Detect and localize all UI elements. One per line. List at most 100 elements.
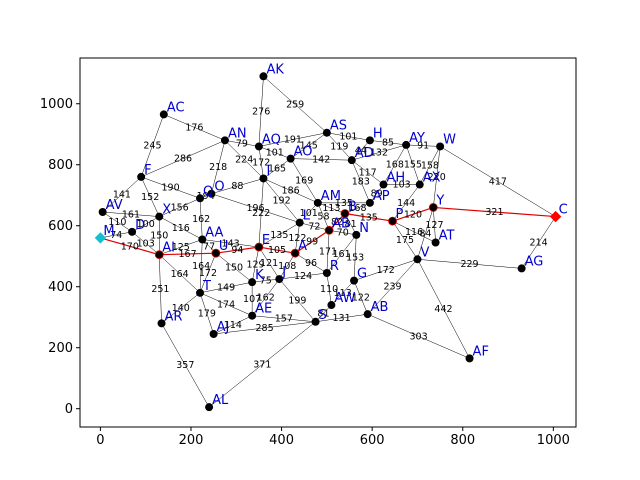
node-label: AO [294, 145, 313, 160]
edge-weight-label: 179 [198, 308, 216, 319]
graph-edge [161, 292, 201, 324]
graph-edge [392, 184, 420, 222]
graph-edge [433, 146, 441, 208]
node-label: H [373, 126, 383, 141]
node-label: AF [473, 344, 489, 359]
graph-node [379, 180, 388, 189]
edge-weight-label: 91 [417, 141, 429, 152]
graph-edge [367, 313, 470, 359]
y-tick-label: 600 [48, 219, 73, 234]
node-label: AN [228, 126, 247, 141]
edge-weight-label: 224 [235, 154, 253, 165]
edge-weight-label: 194 [197, 191, 215, 202]
node-label: AR [165, 309, 183, 324]
node-label: AW [334, 291, 355, 306]
node-label: T [202, 279, 211, 294]
edge-weight-label: 72 [308, 221, 320, 232]
edge-weight-label: 161 [333, 249, 351, 260]
x-tick-label: 800 [450, 433, 475, 448]
y-tick-label: 1000 [40, 97, 73, 112]
edge-weight-label: 162 [257, 292, 275, 303]
graph-node [198, 235, 207, 244]
graph-edge [251, 247, 260, 283]
node-label: AH [386, 171, 405, 186]
graph-edge [417, 259, 522, 269]
node-label: AQ [262, 132, 281, 147]
graph-edge [353, 259, 418, 281]
graph-node [205, 403, 214, 412]
edge-weight-label: 142 [312, 154, 330, 165]
edge-weight-label: 157 [275, 314, 293, 325]
edge-weight-label: 191 [284, 135, 302, 146]
edge-weight-label: 81 [317, 308, 329, 319]
graph-edge [141, 176, 201, 199]
edge-weight-label: 190 [162, 183, 180, 194]
edge-weight-label: 81 [345, 219, 357, 230]
node-label: N [359, 221, 369, 236]
edge-weight-label: 103 [393, 180, 411, 191]
edge-weight-label: 165 [268, 164, 286, 175]
edge-weight-label: 110 [108, 217, 126, 228]
edge-weight-label: 120 [404, 209, 422, 220]
graph-edge [141, 140, 226, 178]
graph-node [365, 136, 374, 145]
graph-edge [406, 144, 441, 147]
graph-node [159, 110, 168, 119]
graph-node [157, 319, 166, 328]
edge-weight-label: 172 [377, 265, 395, 276]
graph-edge [224, 140, 259, 147]
node-label: I [266, 164, 270, 179]
graph-node [313, 198, 322, 207]
edge-weight-label: 99 [306, 237, 318, 248]
x-tick-label: 200 [179, 433, 204, 448]
axes-frame [79, 57, 577, 428]
node-label: P [396, 207, 404, 222]
graph-node [352, 230, 361, 239]
edge-weight-label: 101 [339, 132, 357, 143]
graph-node [365, 198, 374, 207]
edge-weight-label: 222 [252, 208, 270, 219]
graph-node [363, 310, 372, 319]
graph-node [428, 203, 438, 212]
graph-edge [383, 144, 407, 185]
graph-edge [159, 254, 162, 324]
graph-edge [417, 259, 470, 359]
graph-edge [199, 198, 203, 240]
graph-edge [417, 207, 434, 260]
x-tick-label: 400 [269, 433, 294, 448]
x-tick-label: 1000 [537, 433, 570, 448]
graph-edge [100, 231, 133, 239]
graph-edge [326, 272, 332, 306]
edge-weight-label: 276 [252, 106, 270, 117]
edge-weight-label: 357 [176, 360, 194, 371]
node-label: AG [525, 254, 544, 269]
node-label: AX [423, 171, 441, 186]
graph-edge [263, 178, 318, 204]
graph-edge [213, 315, 253, 335]
graph-edge [159, 198, 201, 217]
edge-weight-label: 153 [346, 253, 364, 264]
graph-edge [251, 278, 280, 316]
y-tick-label: 400 [48, 280, 73, 295]
graph-edge [294, 222, 300, 254]
node-label: AD [355, 146, 374, 161]
graph-edge [351, 159, 384, 185]
path-edge [344, 212, 393, 222]
graph-node [431, 238, 440, 247]
graph-node [347, 156, 356, 165]
edge-weight-label: 251 [151, 284, 169, 295]
edge-weight-label: 113 [334, 288, 352, 299]
edge-weight-label: 88 [231, 181, 243, 192]
edge-weight-label: 75 [260, 276, 272, 287]
graph-edge [258, 132, 327, 147]
edge-weight-label: 44 [355, 145, 367, 156]
edge-weight-label: 321 [485, 207, 503, 218]
edge-weight-label: 192 [273, 196, 291, 207]
node-label: AM [321, 189, 341, 204]
edge-weight-label: 135 [270, 230, 288, 241]
edge-weight-label: 164 [192, 261, 210, 272]
y-tick-label: 800 [48, 158, 73, 173]
graph-edge [353, 280, 368, 315]
node-label: A [298, 239, 307, 254]
graph-node [413, 255, 422, 264]
